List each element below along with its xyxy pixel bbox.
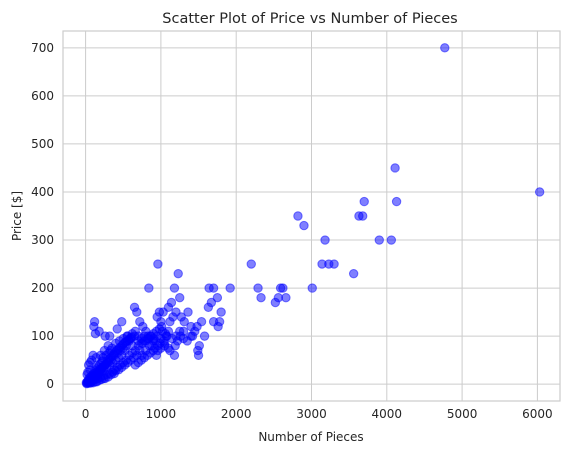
scatter-point (86, 377, 97, 387)
x-axis-ticks: 0 1000 2000 3000 4000 5000 6000 (82, 407, 553, 421)
x-tick-label: 1000 (146, 407, 177, 421)
plot-frame (62, 30, 561, 402)
scatter-point (152, 312, 162, 322)
x-tick-label: 3000 (296, 407, 327, 421)
scatter-point (144, 283, 154, 293)
scatter-point (253, 283, 263, 293)
scatter-point (534, 187, 545, 197)
scatter-point (329, 259, 339, 269)
chart-title: Scatter Plot of Price vs Number of Piece… (162, 11, 457, 27)
scatter-point (94, 326, 104, 337)
x-tick-label: 5000 (447, 407, 478, 421)
scatter-point (256, 292, 266, 303)
y-tick-label: 100 (31, 329, 54, 343)
scatter-point (166, 297, 177, 308)
scatter-point (118, 357, 128, 368)
scatter-point (153, 259, 163, 269)
scatter-point (320, 235, 330, 245)
y-tick-label: 200 (31, 281, 54, 295)
scatter-point (246, 259, 256, 269)
scatter-point (307, 283, 317, 293)
scatter-point (225, 283, 235, 293)
scatter-point (112, 324, 122, 334)
scatter-point (203, 302, 214, 312)
scatter-point (278, 283, 288, 293)
data-points (81, 43, 545, 389)
scatter-point (208, 283, 219, 293)
x-tick-label: 2000 (221, 407, 252, 421)
scatter-point (173, 268, 183, 279)
x-tick-label: 4000 (372, 407, 403, 421)
scatter-point (105, 345, 116, 356)
scatter-point (194, 341, 204, 351)
scatter-point (374, 235, 384, 245)
scatter-point (386, 235, 397, 245)
x-tick-label: 6000 (522, 407, 553, 421)
scatter-point (168, 312, 178, 322)
y-axis-ticks: 0 100 200 300 400 500 600 700 (31, 41, 54, 391)
y-tick-label: 500 (31, 137, 54, 151)
y-tick-label: 600 (31, 89, 54, 103)
scatter-point (104, 331, 115, 341)
y-axis-label: Price [$] (10, 191, 24, 241)
scatter-point (132, 307, 142, 317)
scatter-point (192, 321, 202, 332)
y-tick-label: 0 (46, 377, 54, 391)
scatter-point (212, 292, 223, 303)
scatter-point (151, 350, 162, 361)
scatter-point (179, 317, 189, 327)
scatter-point (175, 292, 185, 303)
scatter-point (358, 211, 368, 221)
scatter-point (183, 307, 193, 317)
scatter-point (97, 356, 108, 366)
scatter-point (299, 220, 309, 231)
scatter-point (208, 317, 219, 327)
scatter-point (391, 196, 402, 207)
x-tick-label: 0 (82, 407, 90, 421)
scatter-point (169, 283, 180, 293)
grid (63, 31, 560, 401)
scatter-point (163, 343, 174, 353)
scatter-point (199, 331, 210, 341)
scatter-point (348, 268, 359, 279)
scatter-point (440, 43, 450, 53)
scatter-point (160, 329, 171, 339)
scatter-point (293, 211, 303, 221)
scatter-point (390, 163, 400, 173)
scatter-point (281, 292, 291, 303)
x-axis-label: Number of Pieces (258, 430, 363, 444)
y-tick-label: 300 (31, 233, 54, 247)
scatter-point (216, 307, 226, 317)
scatter-point (109, 368, 119, 379)
scatter-point (359, 196, 369, 207)
scatter-point (117, 317, 127, 327)
y-tick-label: 400 (31, 185, 54, 199)
scatter-point (175, 326, 185, 337)
scatter-point (98, 373, 109, 384)
y-tick-label: 700 (31, 41, 54, 55)
